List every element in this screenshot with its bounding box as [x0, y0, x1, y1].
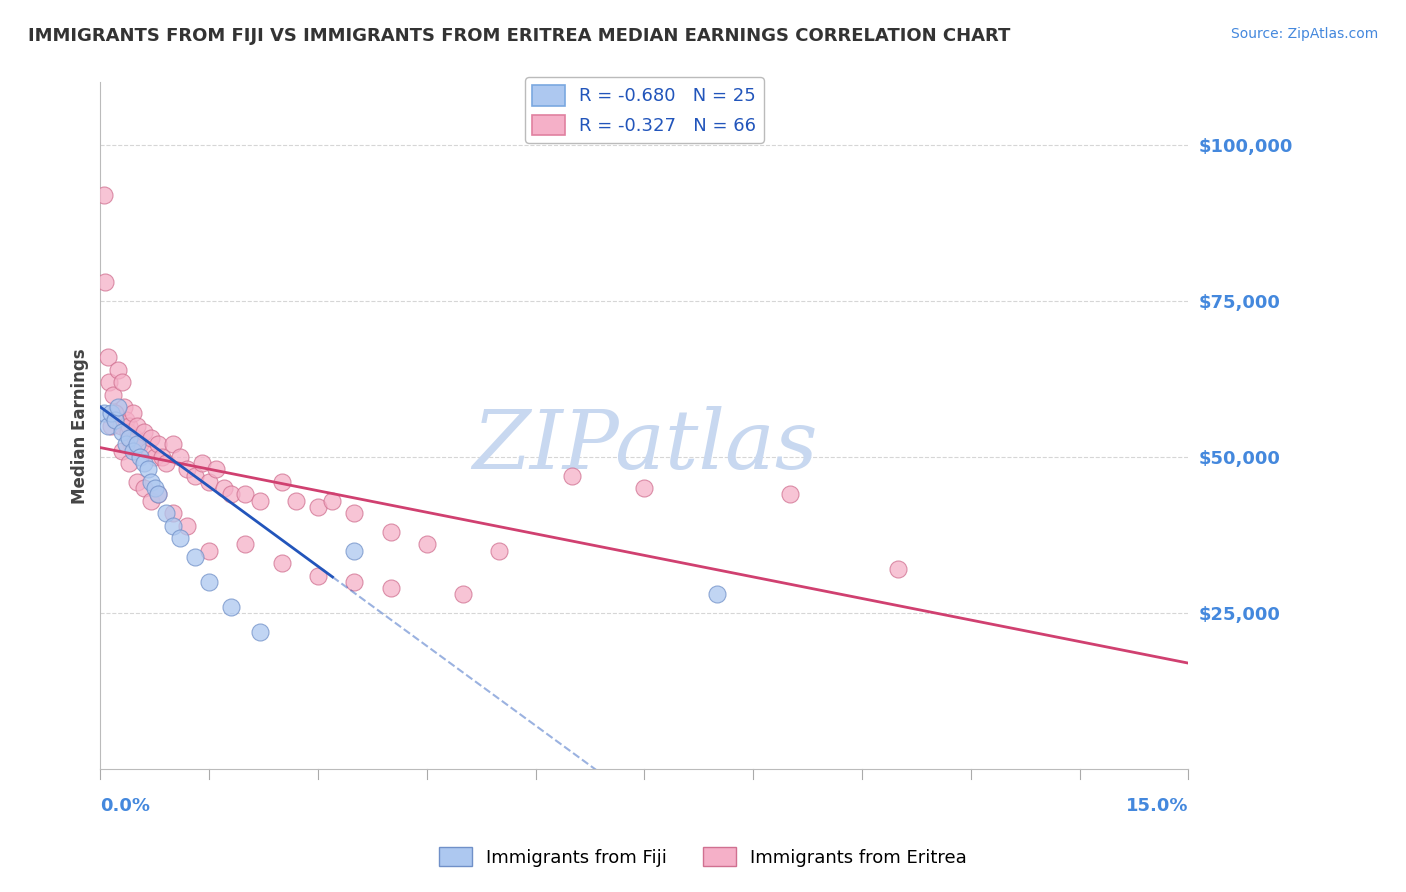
Point [176, 518, 198, 533]
Point [198, 475, 221, 489]
Point [212, 481, 235, 495]
Point [118, 418, 141, 433]
Point [114, 412, 136, 426]
Point [155, 456, 177, 470]
Point [219, 487, 242, 501]
Point [249, 493, 271, 508]
Point [343, 543, 366, 558]
Point [132, 456, 155, 470]
Point [139, 475, 162, 489]
Point [191, 456, 214, 470]
Point [112, 400, 135, 414]
Point [155, 506, 177, 520]
Point [107, 362, 129, 376]
Point [235, 537, 257, 551]
Text: IMMIGRANTS FROM FIJI VS IMMIGRANTS FROM ERITREA MEDIAN EARNINGS CORRELATION CHAR: IMMIGRANTS FROM FIJI VS IMMIGRANTS FROM … [28, 27, 1011, 45]
Point [235, 487, 257, 501]
Point [97, 418, 120, 433]
Point [143, 481, 166, 495]
Point [103, 387, 125, 401]
Text: 15.0%: 15.0% [1126, 797, 1188, 814]
Point [104, 412, 127, 426]
Point [122, 406, 145, 420]
Point [169, 450, 191, 464]
Point [249, 624, 271, 639]
Point [100, 406, 122, 420]
Point [139, 493, 162, 508]
Point [779, 487, 801, 501]
Point [94, 275, 117, 289]
Text: 0.0%: 0.0% [100, 797, 150, 814]
Y-axis label: Median Earnings: Median Earnings [72, 348, 89, 504]
Point [124, 431, 146, 445]
Point [633, 481, 655, 495]
Point [343, 506, 366, 520]
Point [125, 475, 148, 489]
Point [162, 518, 184, 533]
Point [380, 524, 402, 539]
Point [307, 568, 329, 582]
Point [148, 487, 170, 501]
Point [132, 481, 155, 495]
Point [270, 556, 292, 570]
Point [488, 543, 510, 558]
Point [343, 574, 366, 589]
Text: ZIPatlas: ZIPatlas [471, 407, 817, 486]
Point [416, 537, 439, 551]
Point [285, 493, 308, 508]
Point [93, 187, 115, 202]
Point [451, 587, 474, 601]
Point [183, 468, 205, 483]
Point [162, 506, 184, 520]
Point [148, 487, 170, 501]
Point [198, 574, 221, 589]
Point [105, 412, 128, 426]
Point [98, 375, 121, 389]
Point [120, 437, 142, 451]
Point [307, 500, 329, 514]
Point [129, 450, 152, 464]
Point [125, 437, 148, 451]
Legend: R = -0.680   N = 25, R = -0.327   N = 66: R = -0.680 N = 25, R = -0.327 N = 66 [526, 78, 763, 143]
Point [162, 437, 184, 451]
Text: Source: ZipAtlas.com: Source: ZipAtlas.com [1230, 27, 1378, 41]
Point [97, 350, 120, 364]
Point [176, 462, 198, 476]
Legend: Immigrants from Fiji, Immigrants from Eritrea: Immigrants from Fiji, Immigrants from Er… [432, 840, 974, 874]
Point [270, 475, 292, 489]
Point [150, 450, 173, 464]
Point [139, 431, 162, 445]
Point [118, 456, 141, 470]
Point [205, 462, 228, 476]
Point [169, 531, 191, 545]
Point [114, 437, 136, 451]
Point [321, 493, 343, 508]
Point [100, 418, 122, 433]
Point [93, 406, 115, 420]
Point [183, 549, 205, 564]
Point [107, 400, 129, 414]
Point [380, 581, 402, 595]
Point [117, 425, 139, 439]
Point [887, 562, 910, 576]
Point [136, 462, 159, 476]
Point [104, 406, 127, 420]
Point [110, 418, 132, 433]
Point [122, 443, 145, 458]
Point [118, 431, 141, 445]
Point [561, 468, 583, 483]
Point [111, 443, 134, 458]
Point [136, 443, 159, 458]
Point [219, 599, 242, 614]
Point [125, 418, 148, 433]
Point [111, 425, 134, 439]
Point [198, 543, 221, 558]
Point [129, 437, 152, 451]
Point [104, 406, 127, 420]
Point [111, 375, 134, 389]
Point [143, 450, 166, 464]
Point [148, 437, 170, 451]
Point [706, 587, 728, 601]
Point [132, 425, 155, 439]
